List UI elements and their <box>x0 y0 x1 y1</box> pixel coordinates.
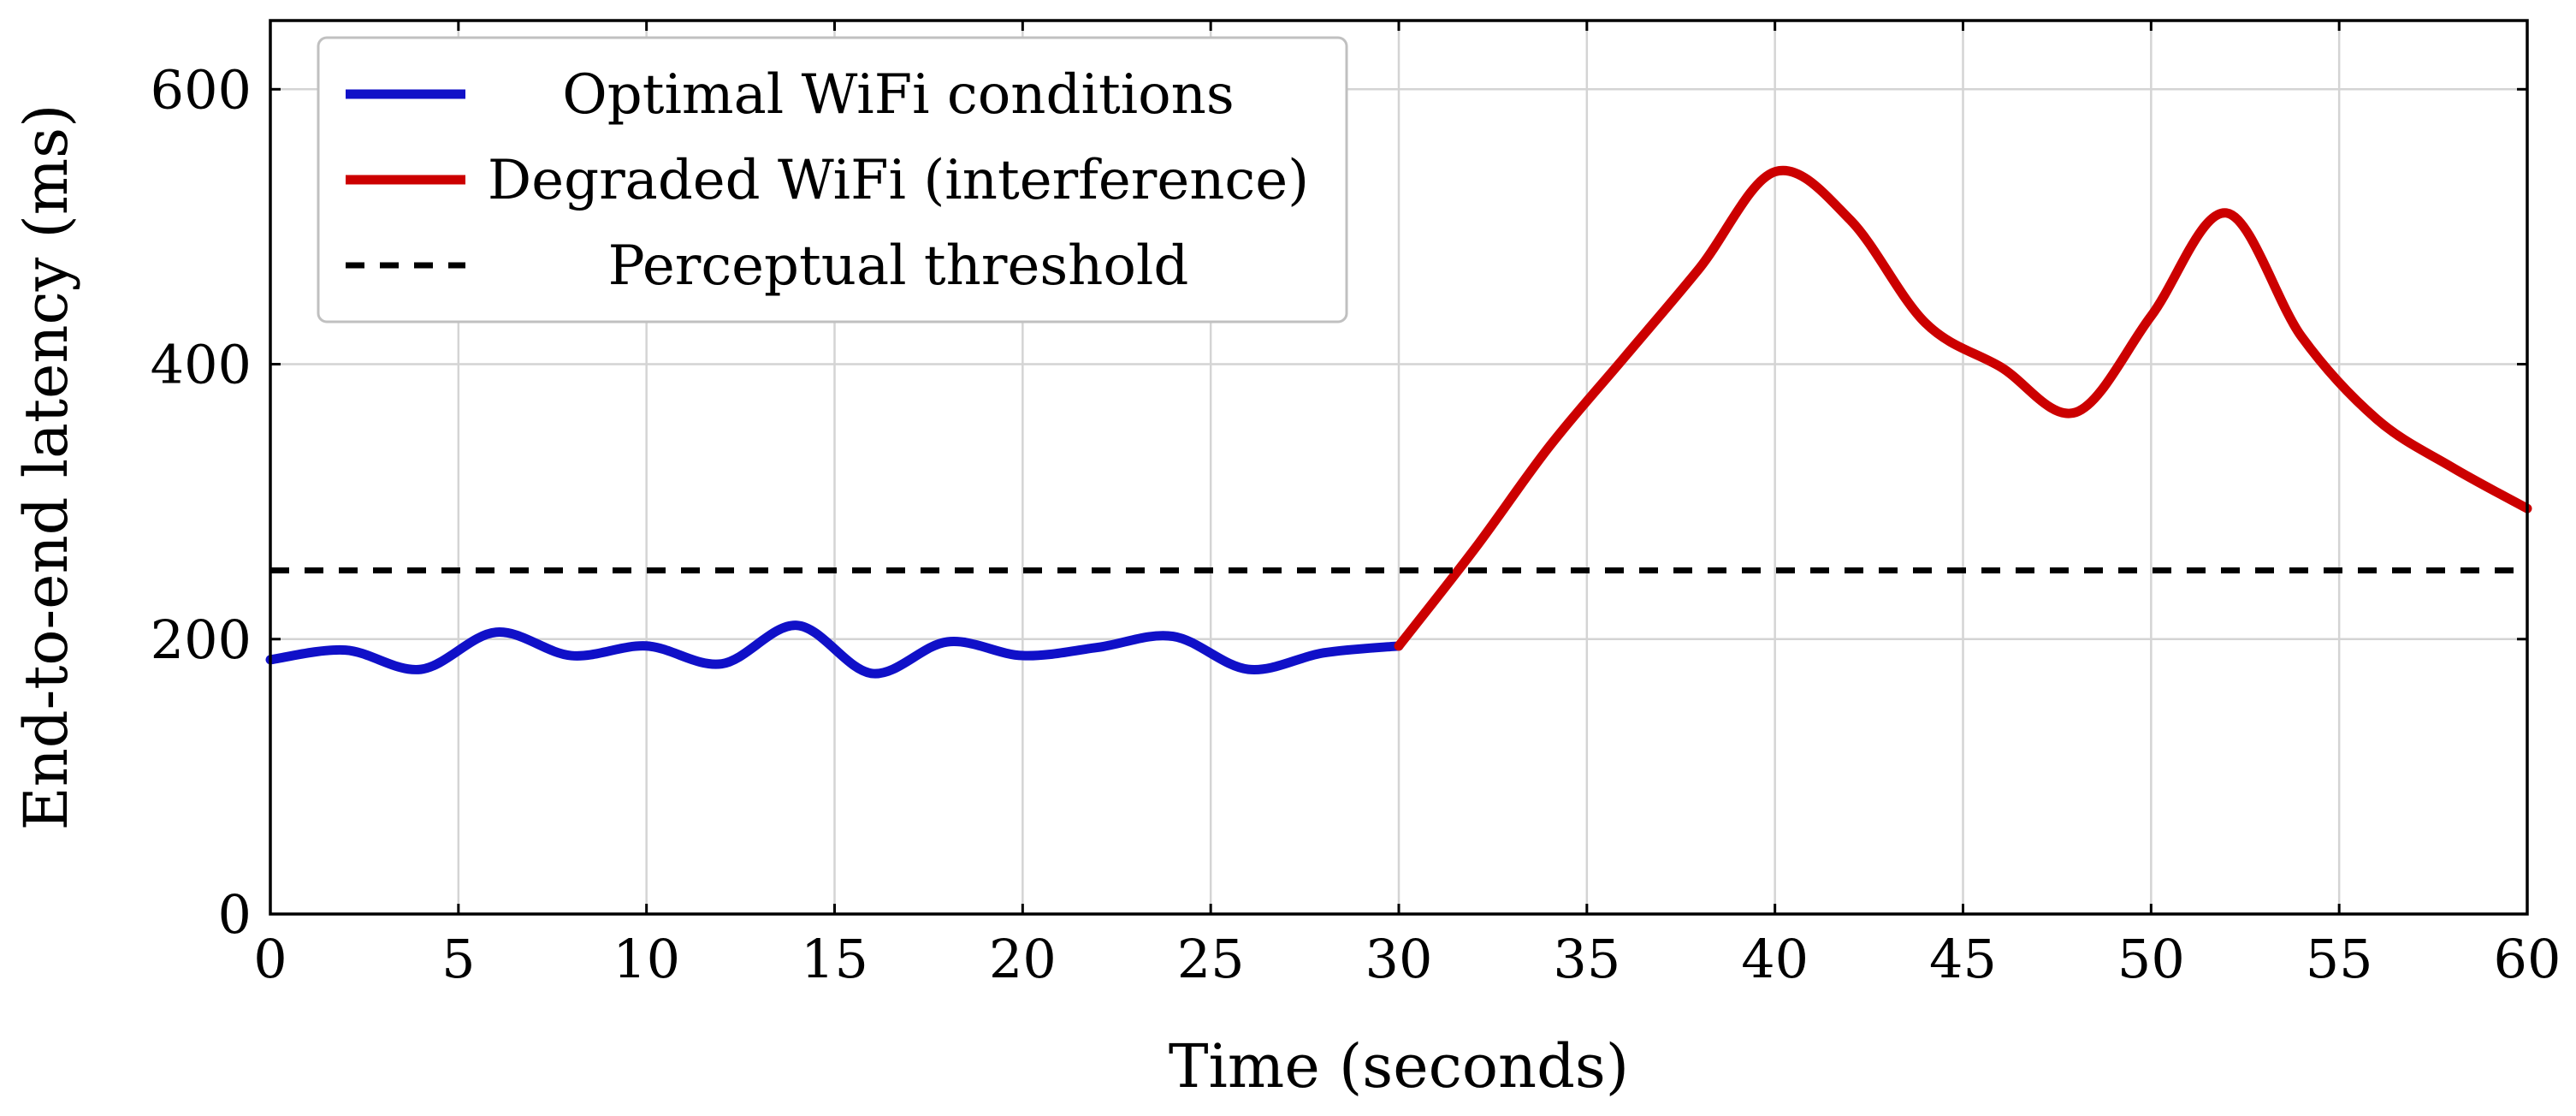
x-tick-label: 60 <box>2494 928 2561 990</box>
y-axis-label: End-to-end latency (ms) <box>11 104 81 831</box>
y-tick-label: 400 <box>151 334 252 396</box>
x-tick-label: 35 <box>1553 928 1620 990</box>
series-layer <box>265 165 2532 679</box>
x-axis-label: Time (seconds) <box>1169 1031 1629 1101</box>
x-tick-label: 45 <box>1929 928 1997 990</box>
legend: Optimal WiFi conditions Degraded WiFi (in… <box>317 36 1348 324</box>
legend-box <box>317 36 1348 324</box>
series-line-optimal-wifi-conditions <box>265 620 1404 679</box>
x-tick-label: 0 <box>253 928 287 990</box>
x-tick-label: 5 <box>441 928 475 990</box>
x-tick-label: 50 <box>2117 928 2185 990</box>
x-tick-label: 10 <box>613 928 680 990</box>
legend-label: Degraded WiFi (interference) <box>488 149 1309 212</box>
x-tick-label: 15 <box>801 928 868 990</box>
x-tick-label: 30 <box>1365 928 1433 990</box>
y-tick-label: 600 <box>151 58 252 121</box>
series-line-degraded-wifi-interference <box>1394 165 2532 651</box>
legend-label: Perceptual threshold <box>608 234 1189 298</box>
y-tick-label: 0 <box>218 883 252 946</box>
x-tick-label: 55 <box>2306 928 2373 990</box>
x-tick-label: 20 <box>989 928 1057 990</box>
x-tick-label: 25 <box>1177 928 1245 990</box>
y-tick-label: 200 <box>151 608 252 671</box>
legend-label: Optimal WiFi conditions <box>562 63 1234 127</box>
x-tick-label: 40 <box>1741 928 1809 990</box>
